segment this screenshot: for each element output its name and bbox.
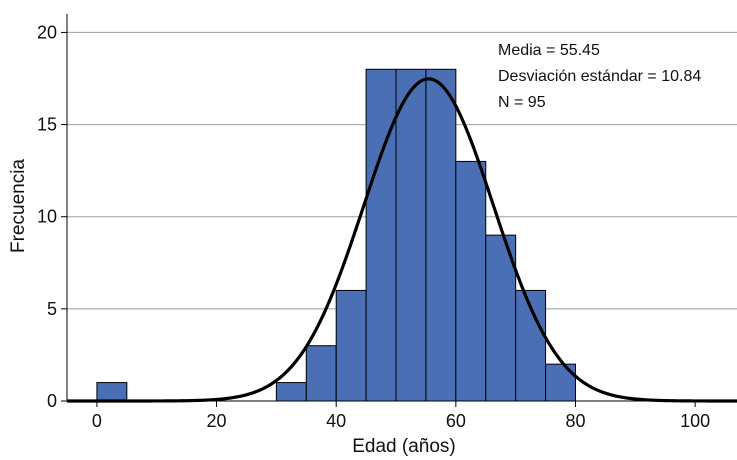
stats-box: Media = 55.45 Desviación estándar = 10.8… (498, 42, 701, 111)
histogram-bar-55-60 (425, 68, 457, 402)
histogram-bar-0-5 (96, 382, 128, 402)
x-tick-label-40: 40 (326, 411, 346, 431)
y-tick-label-20: 20 (37, 22, 57, 42)
histogram-bar-45-50 (365, 68, 397, 402)
axes (61, 14, 737, 407)
x-tick-label-60: 60 (446, 411, 466, 431)
x-tick-label-100: 100 (680, 411, 710, 431)
histogram-bar-30-35 (275, 382, 307, 402)
histogram-bar-65-70 (485, 234, 517, 402)
x-tick-label-80: 80 (565, 411, 585, 431)
y-tick-label-15: 15 (37, 115, 57, 135)
histogram-bar-75-80 (545, 363, 576, 402)
y-tick-label-10: 10 (37, 207, 57, 227)
x-tick-label-0: 0 (92, 411, 102, 431)
stats-std-dev: Desviación estándar = 10.84 (498, 68, 701, 85)
tick-labels: 0 5 10 15 20 0 20 40 60 80 100 (37, 22, 710, 431)
histogram-bar-35-40 (305, 345, 337, 402)
histogram-bar-60-65 (455, 160, 487, 402)
histogram-bar-50-55 (395, 68, 427, 402)
stats-mean: Media = 55.45 (498, 42, 600, 59)
x-tick-label-20: 20 (207, 411, 227, 431)
histogram-bar-40-45 (335, 289, 367, 402)
stats-n: N = 95 (498, 94, 546, 111)
y-tick-label-5: 5 (47, 299, 57, 319)
y-axis-title: Frecuencia (8, 159, 29, 253)
y-tick-label-0: 0 (47, 391, 57, 411)
x-axis-title: Edad (años) (352, 436, 456, 457)
